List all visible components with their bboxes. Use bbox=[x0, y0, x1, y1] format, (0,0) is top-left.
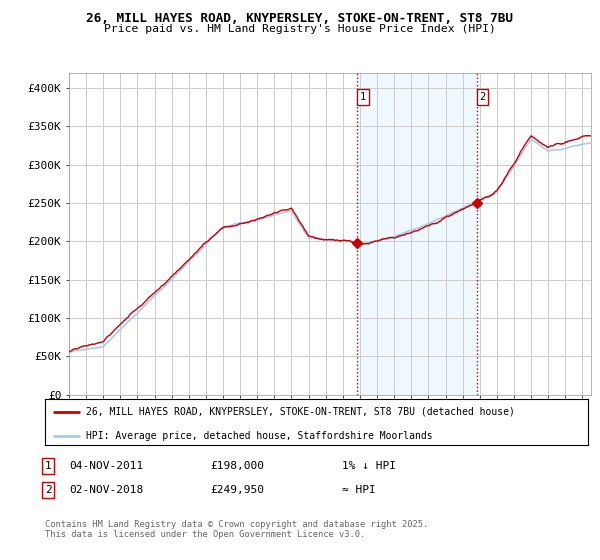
Text: £249,950: £249,950 bbox=[210, 485, 264, 495]
Text: £198,000: £198,000 bbox=[210, 461, 264, 471]
Text: 26, MILL HAYES ROAD, KNYPERSLEY, STOKE-ON-TRENT, ST8 7BU (detached house): 26, MILL HAYES ROAD, KNYPERSLEY, STOKE-O… bbox=[86, 407, 515, 417]
Text: 2: 2 bbox=[479, 92, 486, 102]
Bar bbox=[357, 73, 477, 395]
Text: 04-NOV-2011: 04-NOV-2011 bbox=[69, 461, 143, 471]
Text: Price paid vs. HM Land Registry's House Price Index (HPI): Price paid vs. HM Land Registry's House … bbox=[104, 24, 496, 34]
Text: Contains HM Land Registry data © Crown copyright and database right 2025.
This d: Contains HM Land Registry data © Crown c… bbox=[45, 520, 428, 539]
Text: 1: 1 bbox=[44, 461, 52, 471]
Text: 1: 1 bbox=[360, 92, 366, 102]
Text: 2: 2 bbox=[44, 485, 52, 495]
Text: HPI: Average price, detached house, Staffordshire Moorlands: HPI: Average price, detached house, Staf… bbox=[86, 431, 433, 441]
Text: ≈ HPI: ≈ HPI bbox=[342, 485, 376, 495]
Text: 02-NOV-2018: 02-NOV-2018 bbox=[69, 485, 143, 495]
Text: 1% ↓ HPI: 1% ↓ HPI bbox=[342, 461, 396, 471]
Text: 26, MILL HAYES ROAD, KNYPERSLEY, STOKE-ON-TRENT, ST8 7BU: 26, MILL HAYES ROAD, KNYPERSLEY, STOKE-O… bbox=[86, 12, 514, 25]
